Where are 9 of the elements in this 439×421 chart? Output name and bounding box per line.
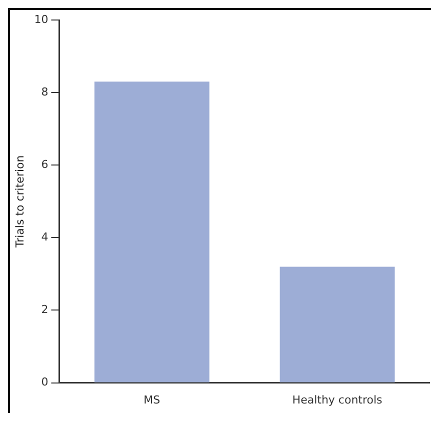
x-tick-label: Healthy controls — [292, 393, 383, 406]
y-tick-label: 0 — [41, 376, 48, 389]
y-tick-label: 6 — [41, 158, 48, 171]
y-axis-title: Trials to criterion — [13, 155, 26, 249]
y-tick-label: 8 — [41, 85, 48, 98]
y-tick-label: 4 — [41, 230, 48, 244]
x-tick-label: MS — [144, 393, 160, 406]
y-tick-label: 10 — [34, 12, 48, 26]
y-tick-label: 2 — [41, 303, 48, 316]
